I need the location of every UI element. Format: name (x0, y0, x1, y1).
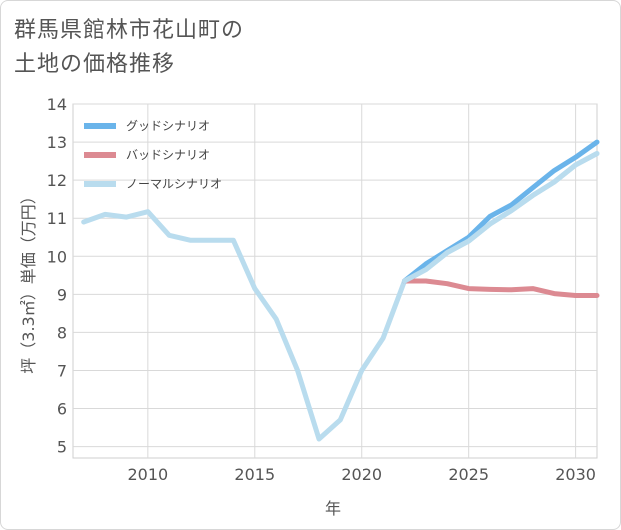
series-layer (81, 139, 600, 442)
y-tick-label: 7 (57, 361, 67, 380)
chart-title: 群馬県館林市花山町の 土地の価格推移 (14, 14, 244, 82)
x-tick-label: 2030 (555, 465, 596, 484)
legend-label-2: ノーマルシナリオ (126, 177, 222, 191)
y-tick-label: 12 (47, 171, 67, 190)
y-tick-label: 9 (57, 285, 67, 304)
legend-label-0: グッドシナリオ (126, 119, 210, 133)
y-tick-label: 5 (57, 438, 67, 457)
series-line-normal-forecast (402, 151, 600, 284)
chart-title-line-1: 群馬県館林市花山町の (14, 18, 245, 43)
y-tick-label: 13 (47, 133, 67, 152)
axes: 5 6 7 8 9 10 11 12 13 14 2010 2015 2020 2025 2030 年 坪（3.… (19, 95, 596, 518)
x-tick-label: 2015 (234, 465, 275, 484)
x-axis-label: 年 (325, 499, 341, 518)
y-tick-label: 6 (57, 400, 67, 419)
grid (72, 103, 598, 459)
legend-label-1: バッドシナリオ (126, 148, 210, 162)
y-tick-label: 11 (47, 209, 67, 228)
x-tick-label: 2025 (448, 465, 489, 484)
x-tick-label: 2020 (341, 465, 382, 484)
chart-title-line-2: 土地の価格推移 (14, 52, 176, 77)
y-tick-label: 8 (57, 323, 67, 342)
y-tick-label: 10 (47, 247, 67, 266)
x-tick-label: 2010 (127, 465, 168, 484)
series-line-0 (402, 139, 600, 284)
y-axis-label: 坪（3.3㎡）単価（万円） (19, 188, 38, 373)
series-line-1 (402, 278, 600, 298)
y-tick-label: 14 (47, 95, 67, 114)
